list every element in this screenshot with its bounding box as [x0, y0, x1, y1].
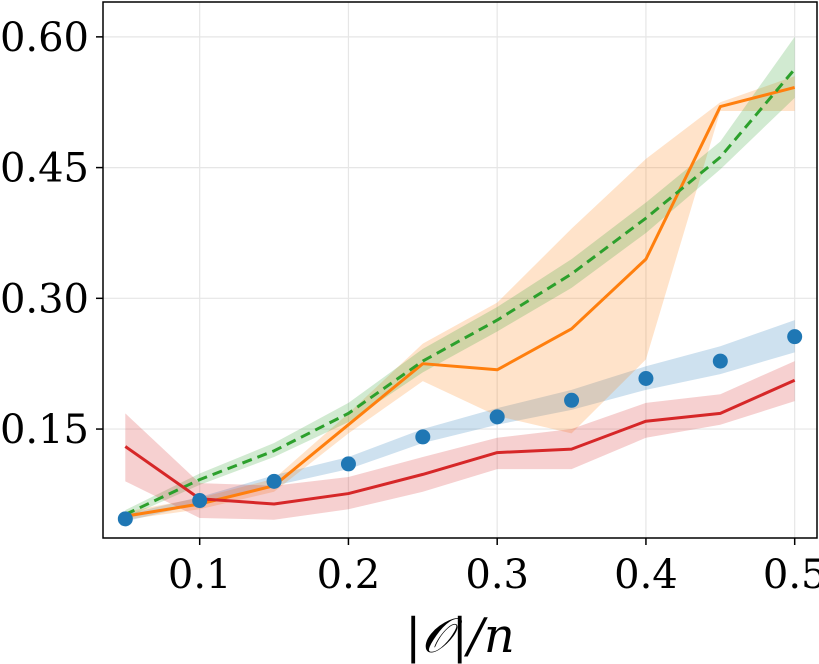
series-1-point: [564, 392, 580, 408]
x-tick-label: 0.5: [763, 552, 819, 598]
series-1-point: [787, 329, 803, 345]
x-tick-label: 0.2: [317, 552, 381, 598]
y-tick-label: 0.15: [0, 407, 89, 453]
series-1-point: [489, 409, 505, 425]
x-tick-label: 0.4: [614, 552, 678, 598]
x-axis-label: |𝒪|/n: [405, 608, 515, 664]
series-3-band: [125, 36, 795, 518]
series-4-line: [124, 378, 796, 506]
series-1-point: [117, 511, 133, 527]
grid: [103, 2, 817, 538]
series-1-point: [266, 473, 282, 489]
y-tick-label: 0.60: [0, 15, 89, 61]
series-markers: [117, 329, 803, 527]
x-axis-ticks: 0.1 0.2 0.3 0.4 0.5: [168, 538, 819, 598]
x-tick-label: 0.1: [168, 552, 232, 598]
plot-frame: [102, 1, 818, 539]
y-tick-label: 0.45: [0, 146, 89, 192]
series-1-point: [340, 456, 356, 472]
confidence-bands: [125, 36, 795, 522]
y-axis-ticks: 0.15 0.30 0.45 0.60: [0, 15, 103, 453]
y-tick-label: 0.30: [0, 276, 89, 322]
series-2-band: [125, 76, 795, 520]
x-tick-label: 0.3: [465, 552, 529, 598]
series-1-point: [192, 493, 208, 509]
series-1-point: [712, 353, 728, 369]
series-1-point: [415, 429, 431, 445]
series-1-point: [638, 371, 654, 387]
series-3-line: [124, 68, 796, 516]
series-lines: [124, 68, 796, 518]
series-2-line: [125, 85, 796, 518]
